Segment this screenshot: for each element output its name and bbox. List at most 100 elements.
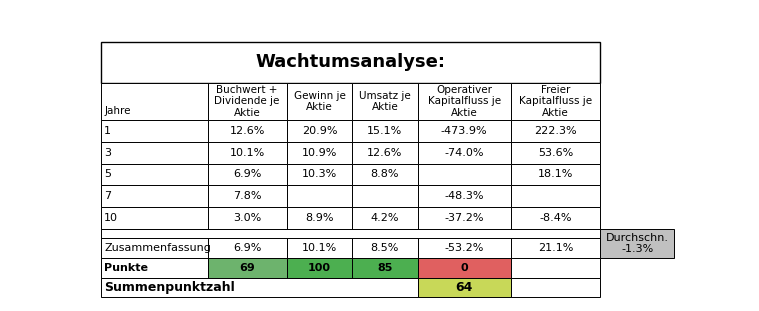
Text: 0: 0 bbox=[460, 263, 468, 273]
Text: -473.9%: -473.9% bbox=[441, 126, 487, 136]
Bar bbox=[207, 239, 287, 258]
Text: 222.3%: 222.3% bbox=[534, 126, 577, 136]
Text: 7: 7 bbox=[104, 191, 112, 201]
Text: Buchwert +
Dividende je
Aktie: Buchwert + Dividende je Aktie bbox=[215, 85, 280, 118]
Bar bbox=[287, 83, 352, 120]
Bar bbox=[101, 83, 207, 120]
Text: 21.1%: 21.1% bbox=[537, 243, 573, 253]
Text: 3.0%: 3.0% bbox=[233, 213, 261, 223]
Bar bbox=[352, 164, 417, 185]
Bar bbox=[511, 258, 600, 278]
Bar bbox=[352, 120, 417, 142]
Text: 53.6%: 53.6% bbox=[538, 148, 573, 158]
Text: Gewinn je
Aktie: Gewinn je Aktie bbox=[294, 91, 345, 112]
Text: Punkte: Punkte bbox=[104, 263, 148, 273]
Bar bbox=[511, 164, 600, 185]
Bar bbox=[101, 164, 207, 185]
Bar bbox=[511, 120, 600, 142]
Text: Zusammenfassung: Zusammenfassung bbox=[104, 243, 211, 253]
Text: 10.9%: 10.9% bbox=[302, 148, 337, 158]
Bar bbox=[352, 239, 417, 258]
Bar bbox=[352, 142, 417, 164]
Bar bbox=[417, 207, 511, 229]
Bar bbox=[101, 207, 207, 229]
Text: Umsatz je
Aktie: Umsatz je Aktie bbox=[359, 91, 411, 112]
Text: 10.1%: 10.1% bbox=[302, 243, 337, 253]
Text: Durchschn.
-1.3%: Durchschn. -1.3% bbox=[606, 233, 669, 254]
Text: Freier
Kapitalfluss je
Aktie: Freier Kapitalfluss je Aktie bbox=[519, 85, 592, 118]
Text: -8.4%: -8.4% bbox=[539, 213, 572, 223]
Text: 100: 100 bbox=[308, 263, 331, 273]
Text: 10.1%: 10.1% bbox=[229, 148, 265, 158]
Text: 7.8%: 7.8% bbox=[233, 191, 261, 201]
Bar bbox=[600, 229, 674, 258]
Text: 3: 3 bbox=[104, 148, 112, 158]
Text: Operativer
Kapitalfluss je
Aktie: Operativer Kapitalfluss je Aktie bbox=[427, 85, 501, 118]
Text: 4.2%: 4.2% bbox=[370, 213, 399, 223]
Bar bbox=[417, 142, 511, 164]
Text: Summenpunktzahl: Summenpunktzahl bbox=[104, 281, 235, 294]
Text: 15.1%: 15.1% bbox=[367, 126, 402, 136]
Bar bbox=[101, 142, 207, 164]
Bar bbox=[207, 258, 287, 278]
Text: Wachtumsanalyse:: Wachtumsanalyse: bbox=[256, 53, 446, 72]
Text: 10.3%: 10.3% bbox=[302, 169, 337, 179]
Text: 12.6%: 12.6% bbox=[229, 126, 265, 136]
Bar bbox=[352, 258, 417, 278]
Bar bbox=[101, 185, 207, 207]
Bar bbox=[207, 207, 287, 229]
Bar bbox=[101, 258, 207, 278]
Text: 10: 10 bbox=[104, 213, 118, 223]
Bar bbox=[287, 142, 352, 164]
Bar bbox=[511, 207, 600, 229]
Bar bbox=[101, 120, 207, 142]
Bar bbox=[511, 142, 600, 164]
Bar bbox=[101, 42, 600, 83]
Bar bbox=[352, 207, 417, 229]
Text: 1: 1 bbox=[104, 126, 112, 136]
Bar bbox=[511, 239, 600, 258]
Bar bbox=[352, 83, 417, 120]
Text: 18.1%: 18.1% bbox=[537, 169, 573, 179]
Bar bbox=[207, 185, 287, 207]
Text: 6.9%: 6.9% bbox=[233, 169, 261, 179]
Text: 64: 64 bbox=[455, 281, 473, 294]
Bar bbox=[287, 207, 352, 229]
Bar bbox=[511, 278, 600, 297]
Text: 5: 5 bbox=[104, 169, 112, 179]
Bar bbox=[417, 83, 511, 120]
Text: -48.3%: -48.3% bbox=[444, 191, 484, 201]
Bar bbox=[417, 185, 511, 207]
Text: 8.5%: 8.5% bbox=[370, 243, 399, 253]
Text: 8.9%: 8.9% bbox=[305, 213, 334, 223]
Bar bbox=[511, 185, 600, 207]
Bar bbox=[287, 185, 352, 207]
Bar bbox=[417, 258, 511, 278]
Text: 69: 69 bbox=[239, 263, 255, 273]
Bar bbox=[287, 239, 352, 258]
Bar bbox=[207, 142, 287, 164]
Bar bbox=[101, 239, 207, 258]
Text: Jahre: Jahre bbox=[104, 106, 131, 116]
Bar bbox=[101, 229, 600, 239]
Bar bbox=[287, 164, 352, 185]
Bar bbox=[417, 239, 511, 258]
Text: 6.9%: 6.9% bbox=[233, 243, 261, 253]
Text: 12.6%: 12.6% bbox=[367, 148, 402, 158]
Text: -53.2%: -53.2% bbox=[445, 243, 483, 253]
Text: 85: 85 bbox=[377, 263, 392, 273]
Bar bbox=[352, 185, 417, 207]
Bar bbox=[207, 164, 287, 185]
Text: 8.8%: 8.8% bbox=[370, 169, 399, 179]
Bar bbox=[417, 278, 511, 297]
Bar bbox=[287, 258, 352, 278]
Bar bbox=[101, 278, 417, 297]
Text: -74.0%: -74.0% bbox=[444, 148, 484, 158]
Bar bbox=[207, 120, 287, 142]
Bar bbox=[207, 83, 287, 120]
Bar bbox=[417, 164, 511, 185]
Text: -37.2%: -37.2% bbox=[444, 213, 484, 223]
Bar bbox=[511, 83, 600, 120]
Text: 20.9%: 20.9% bbox=[302, 126, 337, 136]
Bar bbox=[287, 120, 352, 142]
